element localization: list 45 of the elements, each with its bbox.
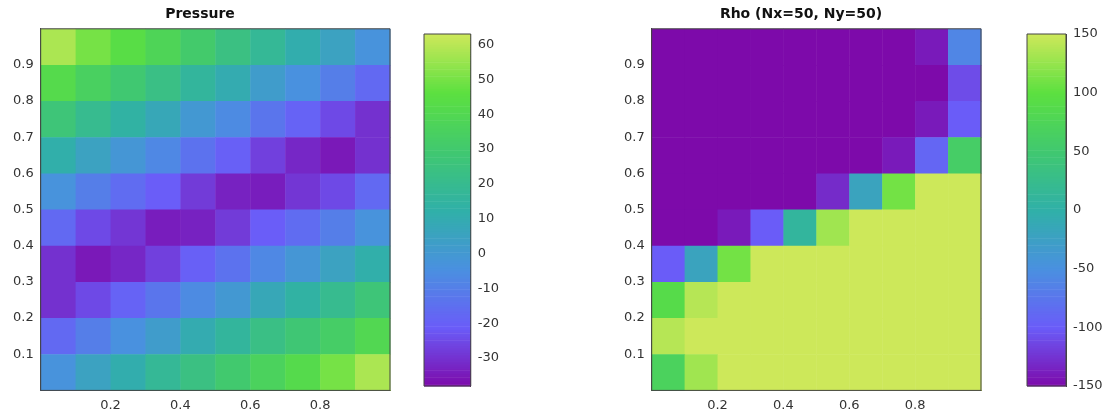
x-tick-label: 0.4 <box>170 396 191 412</box>
y-tick-label: 0.5 <box>12 200 34 216</box>
color-bar-label: -100 <box>1073 318 1102 334</box>
chart-title: Rho (Nx=50, Ny=50) <box>719 5 883 22</box>
x-tick-label: 0.8 <box>309 396 331 412</box>
color-bar-label: 30 <box>477 140 495 156</box>
y-tick-label: 0.7 <box>12 128 34 144</box>
color-bar-label: 10 <box>477 210 495 226</box>
y-tick-label: 0.5 <box>623 200 645 216</box>
y-tick-label: 0.7 <box>623 128 645 144</box>
x-tick-label: 0.2 <box>100 396 121 412</box>
color-bar-label: 60 <box>477 35 495 51</box>
y-tick-label: 0.3 <box>623 273 645 289</box>
color-bar-label: 20 <box>477 175 495 191</box>
color-bar-label: 50 <box>477 70 495 86</box>
y-tick-label: 0.2 <box>623 309 645 325</box>
color-bar-label: -20 <box>477 314 499 330</box>
y-tick-label: 0.9 <box>12 56 34 72</box>
y-tick-label: 0.3 <box>12 273 34 289</box>
x-tick-label: 0.8 <box>904 396 926 412</box>
color-bar-label: -150 <box>1073 377 1102 393</box>
x-tick-label: 0.6 <box>239 396 261 412</box>
x-tick-label: 0.4 <box>773 396 794 412</box>
y-tick-label: 0.1 <box>623 345 645 361</box>
color-bar-label: 50 <box>1073 142 1090 158</box>
color-bar-label: 0 <box>477 244 487 260</box>
y-tick-label: 0.6 <box>623 164 645 180</box>
color-bar-label: -50 <box>1073 260 1095 276</box>
y-tick-label: 0.6 <box>12 164 34 180</box>
y-tick-label: 0.2 <box>12 309 34 325</box>
y-tick-label: 0.1 <box>12 345 34 361</box>
y-tick-label: 0.4 <box>12 237 34 253</box>
color-bar-label: 100 <box>1073 84 1098 100</box>
color-bar-label: 150 <box>1073 25 1098 41</box>
color-bar-label: 0 <box>1073 201 1082 217</box>
y-tick-label: 0.8 <box>623 92 645 108</box>
x-tick-label: 0.6 <box>838 396 860 412</box>
x-tick-label: 0.2 <box>707 396 728 412</box>
chart-title: Pressure <box>165 5 235 22</box>
color-bar-label: -10 <box>477 279 499 295</box>
y-tick-label: 0.4 <box>623 237 645 253</box>
y-tick-label: 0.9 <box>623 56 645 72</box>
color-bar-label: 40 <box>477 105 495 121</box>
y-tick-label: 0.8 <box>12 92 34 108</box>
color-bar-label: -30 <box>477 349 499 365</box>
